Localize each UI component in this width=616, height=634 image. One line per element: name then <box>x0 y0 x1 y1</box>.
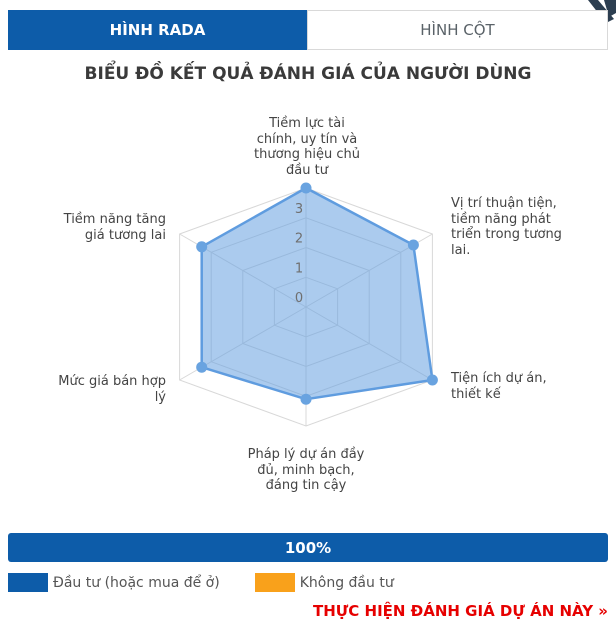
radar-tick-label: 2 <box>295 232 303 247</box>
legend-label: Không đầu tư <box>299 574 394 591</box>
radar-data-point <box>300 393 312 405</box>
chart-legend: Đầu tư (hoặc mua để ở) Không đầu tư <box>8 573 394 592</box>
radar-tick-label: 0 <box>295 291 303 306</box>
radar-data-point <box>196 361 208 373</box>
radar-grid-ring <box>242 246 370 368</box>
chart-type-tabbar: HÌNH RADA HÌNH CỘT <box>8 10 608 50</box>
radar-grid-ring <box>179 187 433 427</box>
tab-radar-chart[interactable]: HÌNH RADA <box>8 10 307 50</box>
legend-item-invest: Đầu tư (hoặc mua để ở) <box>8 573 220 592</box>
radar-axis-line <box>305 306 433 381</box>
radar-axis-line <box>179 306 307 381</box>
radar-tick-label: 3 <box>295 202 303 217</box>
tab-column-chart[interactable]: HÌNH CỘT <box>307 10 608 50</box>
legend-label: Đầu tư (hoặc mua để ở) <box>53 574 220 591</box>
radar-axis-label: Tiềm lực tài chính, uy tín và thương hiệu … <box>254 116 360 178</box>
radar-axis-label: Tiềm năng tăng giá tương lai <box>63 212 166 243</box>
radar-axis-line <box>305 233 433 308</box>
radar-data-point <box>300 182 312 194</box>
legend-item-no-invest: Không đầu tư <box>254 573 394 592</box>
radar-axis-label: Tiện ích dự án, thiết kế <box>451 371 547 402</box>
legend-swatch-blue <box>8 573 48 592</box>
radar-axis-line <box>179 233 307 308</box>
progress-bar: 100% <box>8 533 608 562</box>
evaluate-project-link[interactable]: THỰC HIỆN ĐÁNH GIÁ DỰ ÁN NÀY » <box>312 602 608 620</box>
radar-data-area <box>200 186 434 401</box>
radar-axis-label: Mức giá bán hợp lý <box>58 374 166 405</box>
radar-tick-label: 1 <box>295 261 303 276</box>
radar-grid-ring <box>273 276 339 338</box>
legend-swatch-orange <box>254 573 295 592</box>
radar-data-point <box>426 374 438 386</box>
radar-data-point <box>407 239 419 251</box>
radar-axis-label: Vị trí thuận tiện, tiềm năng phát triển tr… <box>451 196 562 258</box>
page-title: BIỂU ĐỒ KẾT QUẢ ĐÁNH GIÁ CỦA NGƯỜI DÙNG <box>84 64 532 84</box>
radar-grid-ring <box>210 217 402 397</box>
radar-data-point <box>196 241 208 253</box>
radar-axis-label: Pháp lý dự án đầy đủ, minh bạch, đáng tin … <box>247 447 365 493</box>
